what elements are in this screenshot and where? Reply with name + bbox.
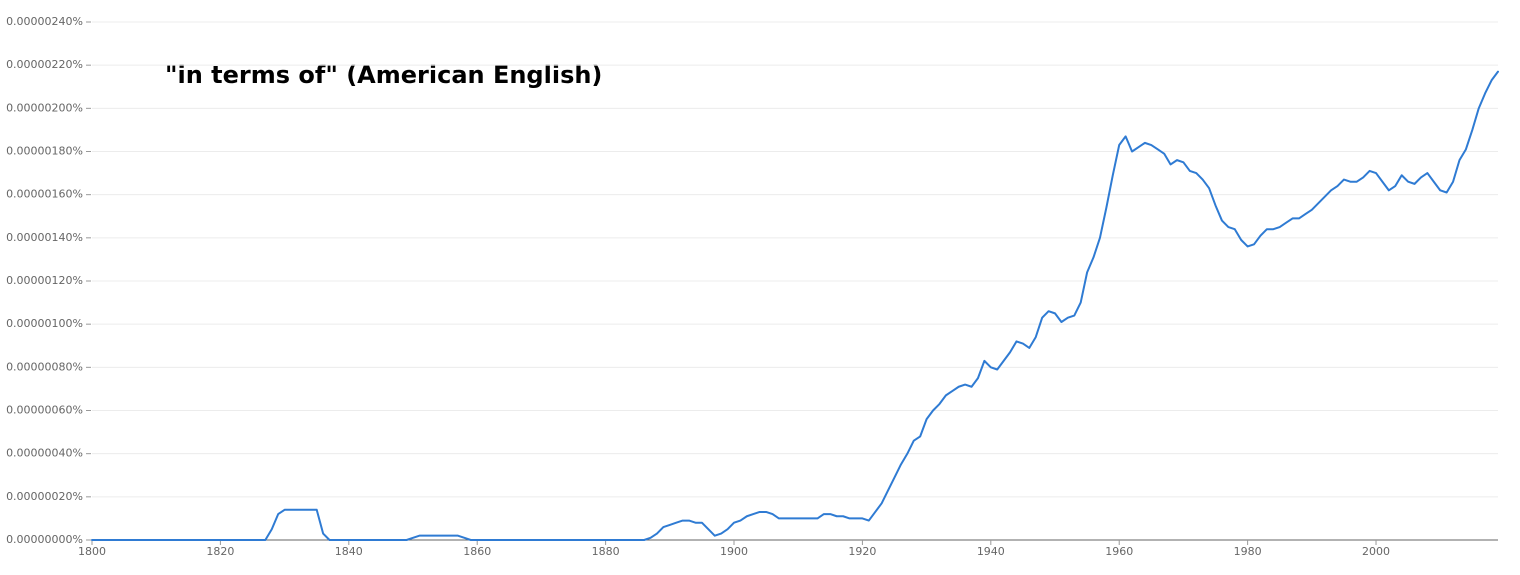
y-tick-label: 0.00000040%: [6, 447, 83, 460]
x-tick-label: 1920: [848, 545, 876, 558]
x-tick-label: 1880: [592, 545, 620, 558]
x-tick-label: 1900: [720, 545, 748, 558]
y-tick-label: 0.00000180%: [6, 145, 83, 158]
x-tick-label: 1840: [335, 545, 363, 558]
y-tick-label: 0.00000000%: [6, 533, 83, 546]
x-tick-label: 1980: [1234, 545, 1262, 558]
y-tick-label: 0.00000160%: [6, 188, 83, 201]
y-tick-label: 0.00000140%: [6, 231, 83, 244]
x-tick-label: 1860: [463, 545, 491, 558]
y-tick-label: 0.00000120%: [6, 274, 83, 287]
y-tick-label: 0.00000100%: [6, 317, 83, 330]
x-tick-label: 2000: [1362, 545, 1390, 558]
x-tick-label: 1960: [1105, 545, 1133, 558]
y-tick-label: 0.00000080%: [6, 360, 83, 373]
x-tick-label: 1940: [977, 545, 1005, 558]
y-tick-label: 0.00000020%: [6, 490, 83, 503]
x-tick-label: 1800: [78, 545, 106, 558]
y-tick-label: 0.00000220%: [6, 58, 83, 71]
data-line: [91, 70, 1499, 541]
y-tick-label: 0.00000240%: [6, 15, 83, 28]
y-tick-label: 0.00000200%: [6, 101, 83, 114]
y-tick-label: 0.00000060%: [6, 404, 83, 417]
x-tick-label: 1820: [206, 545, 234, 558]
